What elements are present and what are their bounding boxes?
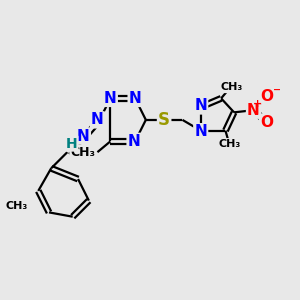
Text: CH₃: CH₃ xyxy=(5,201,28,211)
Text: O: O xyxy=(260,89,273,104)
Text: N: N xyxy=(77,128,90,143)
Text: N: N xyxy=(194,98,207,113)
Text: N: N xyxy=(194,124,207,139)
Text: N: N xyxy=(129,91,142,106)
Text: +: + xyxy=(253,99,262,109)
Text: S: S xyxy=(158,111,170,129)
Text: N: N xyxy=(104,91,117,106)
Text: CH₃: CH₃ xyxy=(221,82,243,92)
Text: CH₃: CH₃ xyxy=(70,146,95,159)
Text: CH₃: CH₃ xyxy=(219,139,241,149)
Text: O: O xyxy=(260,115,273,130)
Text: N: N xyxy=(91,112,104,128)
Text: N: N xyxy=(247,103,260,118)
Text: ⁻: ⁻ xyxy=(273,85,281,100)
Text: H: H xyxy=(66,136,77,151)
Text: N: N xyxy=(128,134,140,149)
